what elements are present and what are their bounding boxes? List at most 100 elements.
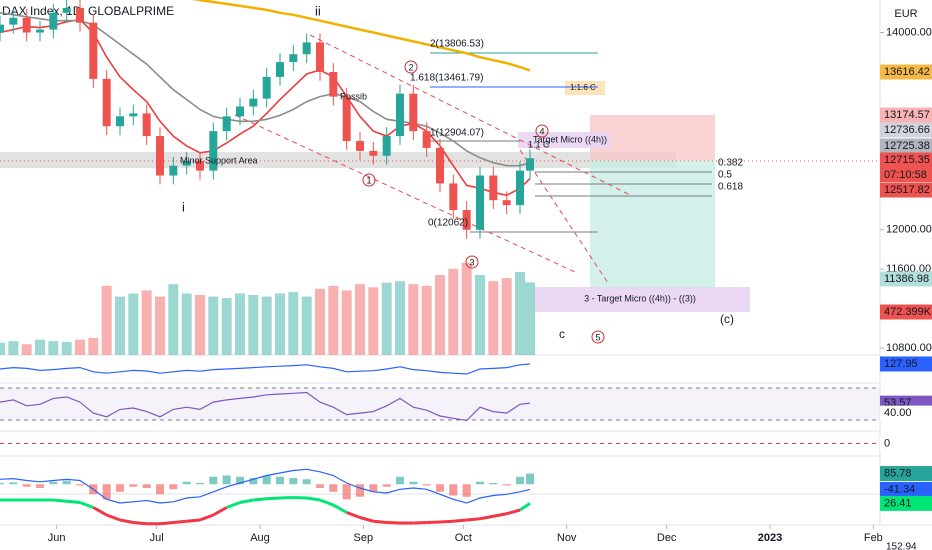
channel-line — [309, 34, 631, 196]
indicator-line — [0, 391, 531, 422]
macd-histogram — [62, 480, 71, 485]
annotation: c — [559, 327, 565, 341]
candle-body — [156, 136, 164, 176]
macd-histogram — [156, 484, 164, 495]
candle-body — [196, 160, 204, 171]
moving-average — [191, 0, 531, 72]
volume-bar — [408, 284, 419, 355]
annotation: Minor Support Area — [180, 155, 258, 165]
moving-average — [0, 12, 531, 167]
macd-histogram — [516, 476, 524, 485]
macd-histogram — [76, 484, 84, 486]
target-box — [535, 287, 750, 312]
price-badge — [880, 271, 932, 287]
price-badge — [880, 436, 932, 451]
candle-body — [102, 78, 111, 127]
macd-histogram — [222, 475, 231, 485]
volume-bar — [248, 295, 259, 355]
volume-bar — [208, 296, 219, 355]
candle-body — [449, 183, 458, 211]
candle-body — [9, 17, 18, 25]
oscillator-segment — [519, 502, 531, 512]
annotation: 1.618(13461.79) — [410, 73, 483, 84]
oscillator-segment — [92, 506, 108, 517]
wave-circle — [465, 255, 479, 269]
price-badge-label: 13174.57 — [884, 109, 930, 121]
wave-label: 4 — [539, 126, 544, 136]
macd-histogram — [356, 484, 364, 497]
candle-body — [182, 160, 191, 166]
macd-histogram — [182, 481, 191, 485]
candle-body — [369, 150, 378, 156]
y-tick-label: 14000.00 — [886, 26, 932, 38]
price-badge-label: 40.00 — [884, 407, 912, 419]
indicator-line — [0, 363, 531, 375]
macd-histogram — [102, 484, 111, 500]
price-badge-label: 472.399K — [884, 306, 932, 318]
oscillator-segment — [493, 512, 507, 518]
macd-histogram — [249, 478, 258, 485]
annotation: 0.5 — [718, 170, 732, 181]
price-badge — [880, 138, 932, 154]
macd-histogram — [462, 484, 471, 497]
clipped-label: 152.94 — [886, 542, 917, 550]
candle-body — [209, 131, 218, 171]
volume-bar — [115, 296, 125, 355]
price-badge-label: 127.95 — [884, 358, 918, 370]
rsi-band — [0, 388, 880, 420]
price-badge — [880, 495, 932, 511]
oscillator-segment — [119, 518, 134, 524]
candle-body — [36, 29, 44, 33]
annotation: 2(13806.53) — [430, 39, 484, 50]
price-badge — [880, 405, 932, 421]
price-badge-label: 26.41 — [884, 497, 912, 509]
candle-body — [62, 7, 71, 13]
oscillator-segment — [466, 517, 481, 522]
oscillator-segment — [66, 499, 81, 504]
price-badge — [880, 466, 932, 482]
oscillator-segment — [186, 518, 201, 523]
macd-histogram — [526, 473, 534, 485]
oscillator-segment — [212, 506, 228, 517]
volume-bar — [195, 295, 205, 355]
price-badge — [880, 64, 932, 80]
candle-body — [0, 24, 4, 33]
macd-histogram — [489, 483, 498, 485]
candle-body — [422, 131, 431, 148]
macd-histogram — [196, 483, 204, 485]
x-tick-label: Aug — [250, 532, 270, 544]
volume-bar — [488, 281, 499, 355]
annotation: i — [182, 199, 185, 214]
price-badge — [880, 167, 932, 182]
volume-bar — [328, 285, 339, 355]
macd-histogram — [302, 479, 311, 485]
oscillator-segment — [332, 503, 348, 514]
wave-label: 1 — [366, 175, 371, 185]
macd-histogram — [329, 484, 338, 492]
volume-bar — [461, 262, 472, 355]
macd-histogram — [409, 481, 418, 485]
annotation: 0.618 — [718, 182, 743, 193]
x-tick-label: Nov — [557, 532, 577, 544]
candle-body — [329, 71, 338, 97]
candle-body — [462, 210, 471, 230]
oscillator-segment — [279, 496, 294, 500]
x-tick-label: 2023 — [758, 532, 782, 544]
candle-body — [316, 42, 324, 72]
annotation: 3 - Target Micro ((4h)) - ((3)) — [584, 293, 696, 303]
candle-body — [129, 113, 138, 117]
oscillator-segment — [413, 521, 427, 525]
price-badge-label: 11386.98 — [884, 273, 929, 285]
volume-bar — [261, 296, 272, 355]
price-badge-label: 13616.42 — [884, 66, 930, 78]
volume-bar — [168, 284, 179, 355]
oscillator-segment — [133, 521, 147, 526]
volume-bar — [341, 290, 352, 355]
wave-circle — [404, 60, 418, 74]
candle-body — [49, 12, 58, 30]
oscillator-segment — [253, 497, 267, 502]
macd-histogram — [422, 484, 431, 486]
price-badge — [880, 107, 932, 123]
price-badge-label: 12736.66 — [884, 124, 930, 136]
macd-histogram — [276, 476, 284, 485]
